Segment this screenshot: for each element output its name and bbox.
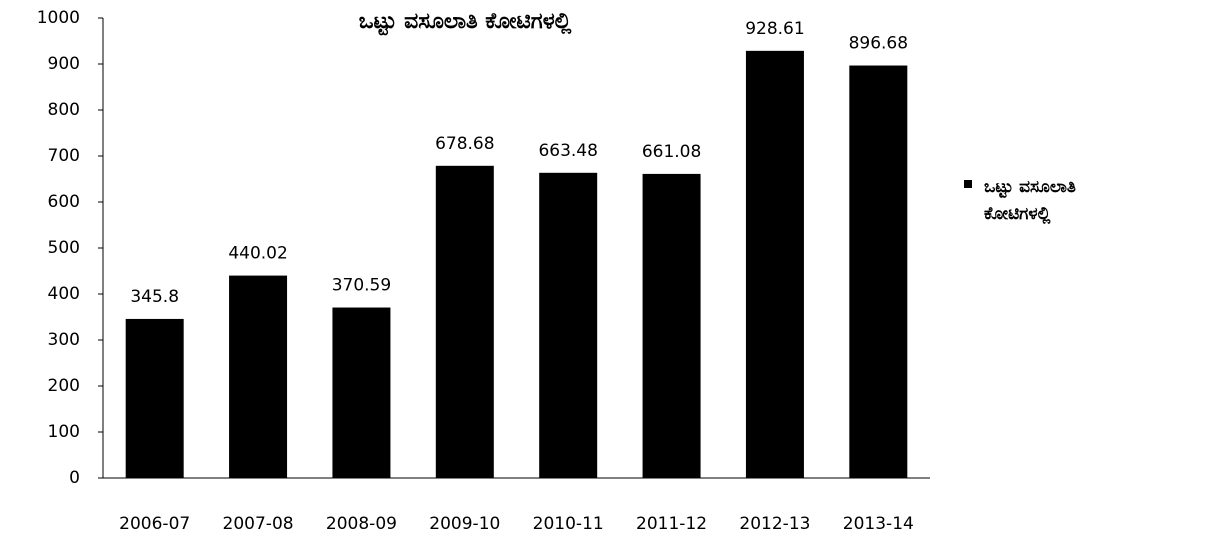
x-tick-label: 2010-11	[533, 514, 604, 534]
y-tick-label: 200	[48, 376, 80, 396]
x-tick-label: 2011-12	[636, 514, 707, 534]
bar	[125, 318, 184, 478]
value-label: 663.48	[538, 141, 597, 161]
x-tick-label: 2013-14	[843, 514, 914, 534]
bar	[745, 50, 804, 478]
value-label: 661.08	[642, 142, 701, 162]
y-tick-label: 700	[48, 146, 80, 166]
bar	[229, 275, 288, 478]
x-tick-label: 2012-13	[739, 514, 810, 534]
y-tick-label: 600	[48, 192, 80, 212]
y-tick-label: 1000	[37, 8, 80, 28]
value-label: 345.8	[130, 287, 179, 307]
bar	[849, 65, 908, 479]
legend-label: ಒಟ್ಟು ವಸೂಲಾತಿ ಕೋಟಿಗಳಲ್ಲಿ	[984, 177, 1076, 225]
chart-title: ಒಟ್ಟು ವಸೂಲಾತಿ ಕೋಟಿಗಳಲ್ಲಿ	[359, 9, 573, 36]
value-label: 928.61	[745, 19, 804, 39]
value-label: 678.68	[435, 134, 494, 154]
value-label: 370.59	[332, 276, 391, 296]
legend-line: ಕೋಟಿಗಳಲ್ಲಿ	[984, 204, 1051, 225]
y-tick-label: 300	[48, 330, 80, 350]
x-tick-label: 2006-07	[119, 514, 190, 534]
y-tick-label: 800	[48, 100, 80, 120]
value-label: 440.02	[228, 244, 287, 264]
value-label: 896.68	[849, 34, 908, 54]
x-tick-label: 2008-09	[326, 514, 397, 534]
y-tick-label: 900	[48, 54, 80, 74]
x-tick-label: 2007-08	[223, 514, 294, 534]
x-tick-label: 2009-10	[429, 514, 500, 534]
y-tick-label: 400	[48, 284, 80, 304]
legend-marker	[964, 180, 972, 188]
legend-line: ಒಟ್ಟು ವಸೂಲಾತಿ	[984, 177, 1076, 199]
bar	[435, 165, 494, 479]
bar	[332, 307, 391, 478]
y-tick-label: 100	[48, 422, 80, 442]
bar	[642, 173, 701, 478]
y-tick-label: 500	[48, 238, 80, 258]
y-tick-label: 0	[69, 468, 80, 488]
bar	[539, 172, 598, 478]
